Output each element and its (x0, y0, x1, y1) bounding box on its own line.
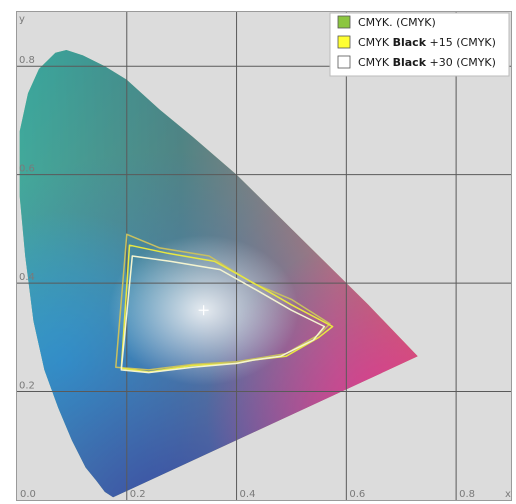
legend-label: CMYK Black +30 (CMYK) (358, 56, 496, 69)
y-tick-label: 0.6 (19, 164, 35, 175)
y-tick-label: 0.2 (19, 381, 35, 392)
legend-label: CMYK Black +15 (CMYK) (358, 36, 496, 49)
y-tick-label: 0.8 (19, 55, 35, 66)
x-tick-label: 0.6 (349, 489, 365, 500)
gamut-outlines (115, 233, 334, 374)
axis-ticks: 0.0 0.2 0.4 0.6 0.8 0.2 0.4 0.6 0.8 (19, 55, 475, 500)
legend-swatch (337, 35, 351, 49)
x-tick-label: 0.4 (240, 489, 256, 500)
x-axis-label: x (505, 489, 511, 500)
grid-lines (17, 12, 511, 500)
legend-label: CMYK. (CMYK) (358, 16, 436, 29)
y-tick-label: 0.4 (19, 272, 35, 283)
chart-frame (16, 11, 512, 501)
series-outline (120, 255, 326, 374)
legend-box (329, 12, 510, 77)
x-tick-label: 0.0 (20, 489, 36, 500)
y-axis-label: y (19, 14, 25, 25)
series-outline (120, 244, 334, 373)
legend-swatch (337, 15, 351, 29)
legend: CMYK. (CMYK) CMYK Black +15 (CMYK) CMYK Bl… (329, 12, 510, 77)
white-point-marker (198, 305, 209, 316)
series-outline (115, 233, 331, 371)
x-tick-label: 0.8 (459, 489, 475, 500)
x-tick-label: 0.2 (130, 489, 146, 500)
legend-swatch (337, 55, 351, 69)
